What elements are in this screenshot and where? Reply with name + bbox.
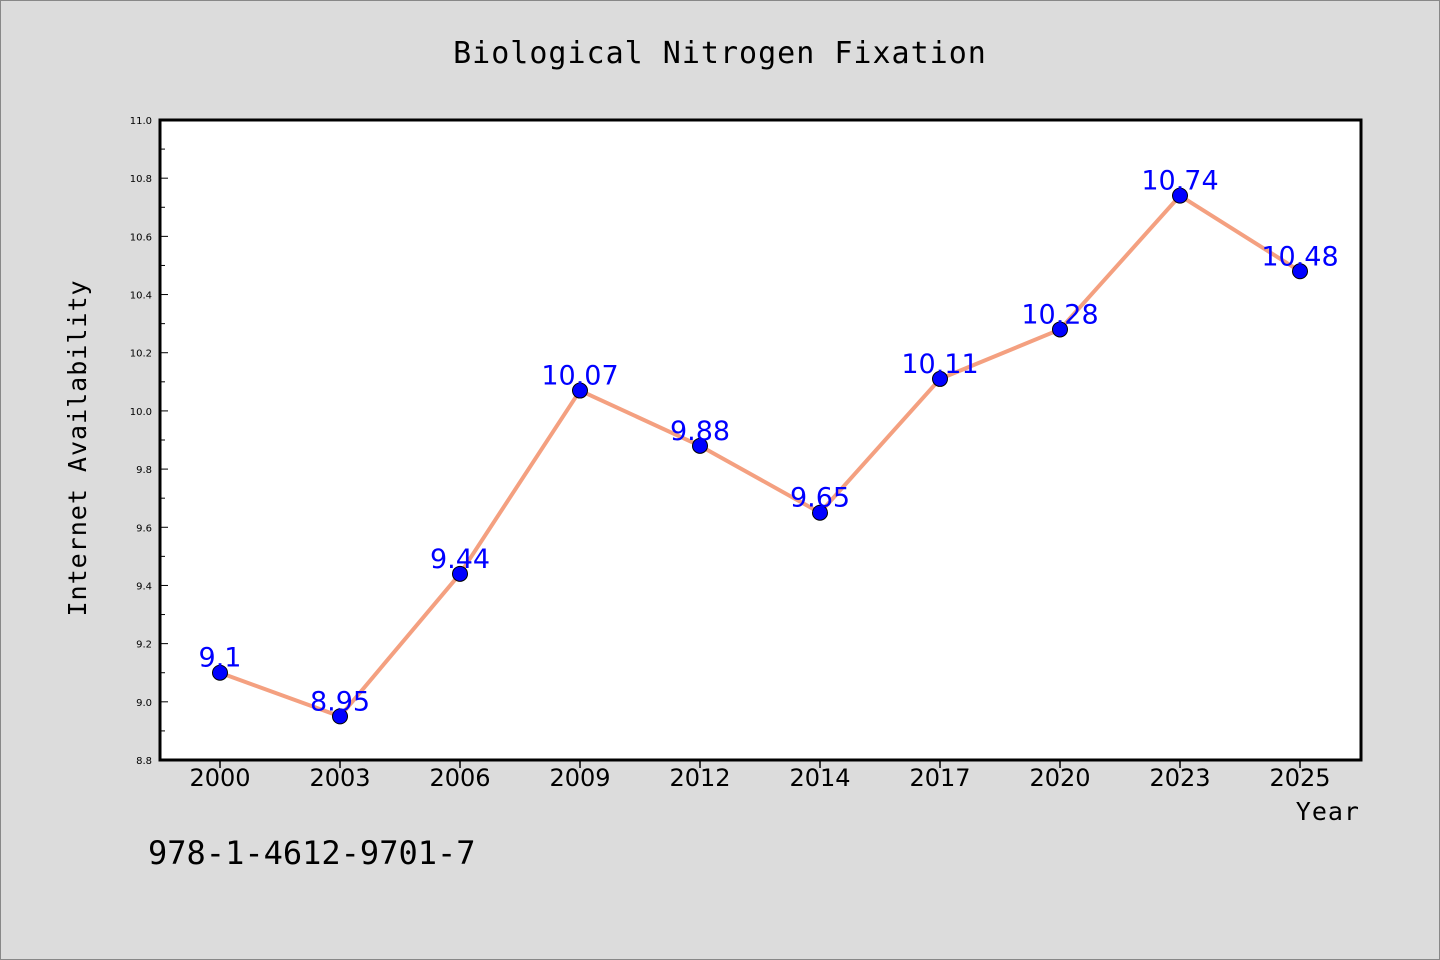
data-point-marker (332, 708, 348, 725)
y-tick-label: 9.2 (136, 640, 152, 651)
data-point-marker (1292, 263, 1308, 280)
y-tick-label: 10.4 (130, 291, 152, 302)
data-label: 10.28 (1021, 299, 1098, 330)
x-axis: 2000 2003 2006 2009 2012 2014 2017 2020 2023 2025 (189, 760, 1331, 792)
y-tick-label: 10.8 (130, 174, 152, 185)
y-axis: 8.8 9.0 9.2 9.4 9.6 9.8 10.0 10.2 10.4 10.6 10.8 11… (130, 116, 168, 767)
plot-frame (158, 118, 1363, 762)
data-label: 10.11 (901, 349, 978, 380)
plot-area (160, 120, 1361, 760)
data-markers (212, 187, 1308, 725)
x-tick-label: 2006 (429, 764, 490, 792)
x-axis-label: Year (1296, 797, 1360, 826)
data-point-marker (212, 664, 228, 681)
y-tick-label: 11.0 (130, 116, 152, 127)
x-tick-label: 2020 (1029, 764, 1090, 792)
x-tick-label: 2014 (789, 764, 850, 792)
data-label: 8.95 (310, 686, 370, 717)
y-tick-label: 9.8 (136, 465, 152, 476)
x-tick-label: 2000 (189, 764, 250, 792)
x-tick-label: 2017 (909, 764, 970, 792)
x-tick-label: 2009 (549, 764, 610, 792)
data-point-marker (1052, 321, 1068, 338)
data-label: 9.88 (670, 416, 730, 447)
y-tick-label: 8.8 (136, 756, 152, 767)
data-label: 9.65 (790, 483, 850, 514)
data-label: 9.44 (430, 544, 490, 575)
x-tick-label: 2023 (1149, 764, 1210, 792)
data-point-marker (572, 382, 588, 399)
y-axis-label: Internet Availability (63, 279, 92, 616)
data-point-marker (1172, 187, 1188, 204)
x-tick-label: 2025 (1269, 764, 1330, 792)
y-tick-label: 9.4 (136, 581, 152, 592)
isbn-text: 978-1-4612-9701-7 (148, 834, 476, 872)
chart-title: Biological Nitrogen Fixation (453, 36, 987, 71)
x-tick-label: 2003 (309, 764, 370, 792)
data-label: 9.1 (199, 643, 242, 674)
y-tick-label: 10.2 (130, 349, 152, 360)
y-tick-label: 10.6 (130, 232, 152, 243)
y-tick-label: 9.6 (136, 523, 152, 534)
data-point-marker (452, 565, 468, 582)
data-point-marker (812, 504, 828, 521)
data-label: 10.74 (1141, 166, 1218, 197)
x-tick-label: 2012 (669, 764, 730, 792)
data-label: 10.48 (1261, 241, 1338, 272)
y-tick-label: 10.0 (130, 407, 152, 418)
data-point-marker (932, 370, 948, 387)
y-tick-label: 9.0 (136, 698, 152, 709)
data-labels: 9.1 8.95 9.44 10.07 9.88 9.65 10.11 10.28 10.74 1… (199, 166, 1339, 718)
data-point-marker (692, 437, 708, 454)
data-label: 10.07 (541, 361, 618, 392)
series-line (219, 193, 1302, 719)
